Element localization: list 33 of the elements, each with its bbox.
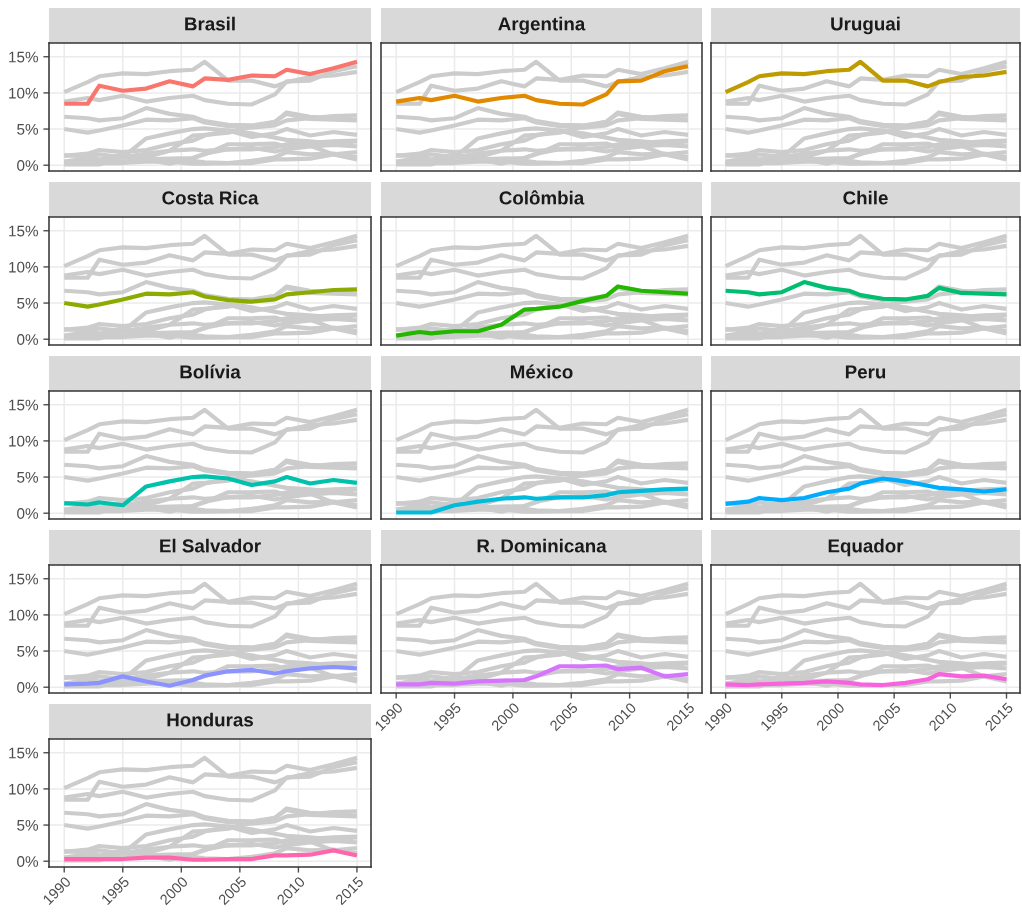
chart-title: México — [510, 364, 573, 379]
y-tick-label: 5% — [17, 123, 39, 135]
chart-title: Peru — [845, 365, 886, 379]
chart-title: Colômbia — [499, 190, 585, 205]
chart-title: Argentina — [498, 16, 586, 35]
y-tick-label: 10% — [9, 609, 39, 621]
y-tick-label: 15% — [9, 747, 39, 759]
y-tick-label: 15% — [9, 573, 39, 585]
y-tick-label: 15% — [9, 399, 39, 411]
chart-title: El Salvador — [160, 538, 261, 553]
y-tick-label: 10% — [9, 261, 39, 273]
chart-title: Chile — [843, 190, 888, 205]
y-tick-label: 5% — [17, 645, 39, 657]
y-tick-label: 10% — [9, 435, 39, 447]
y-tick-label: 0% — [17, 856, 39, 867]
chart-title: Honduras — [167, 712, 253, 727]
chart-title: Bolívia — [180, 364, 241, 379]
chart-title: Costa Rica — [162, 190, 259, 205]
y-tick-label: 0% — [17, 682, 39, 693]
chart-title: Uruguai — [831, 16, 900, 35]
y-tick-label: 10% — [9, 87, 39, 99]
y-tick-label: 10% — [9, 783, 39, 795]
y-tick-label: 5% — [17, 471, 39, 483]
y-tick-label: 15% — [9, 225, 39, 237]
chart-title: Equador — [828, 538, 904, 557]
y-tick-label: 0% — [17, 508, 39, 519]
y-tick-label: 15% — [9, 51, 39, 63]
chart-title: R. Dominicana — [477, 538, 607, 553]
y-tick-label: 0% — [17, 334, 39, 345]
y-tick-label: 0% — [17, 160, 39, 171]
chart-title: Brasil — [185, 16, 235, 31]
y-tick-label: 5% — [17, 819, 39, 831]
y-tick-label: 5% — [17, 297, 39, 309]
